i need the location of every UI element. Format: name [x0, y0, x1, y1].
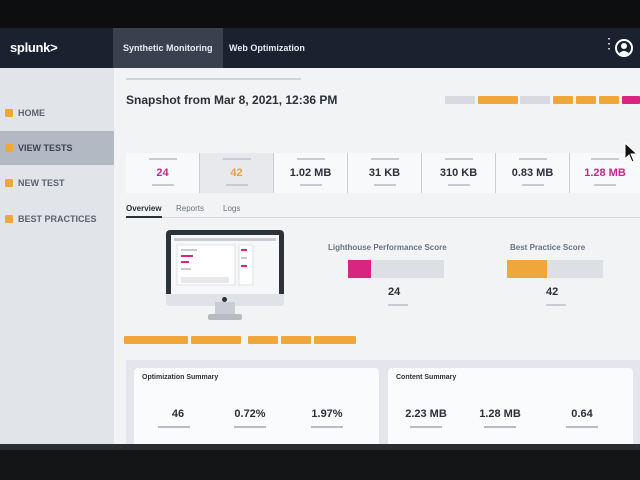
- stat-card[interactable]: 0.83 MB: [496, 153, 570, 193]
- stat-card[interactable]: 31 KB: [348, 153, 422, 193]
- lighthouse-score-value: 24: [388, 286, 401, 298]
- bullet-icon: [5, 144, 13, 152]
- sidebar-item-label: VIEW TESTS: [18, 143, 73, 153]
- sidebar-item-home[interactable]: HOME: [0, 96, 114, 130]
- brand-logo[interactable]: splunk>: [10, 40, 58, 55]
- best-practice-score-value: 42: [546, 286, 559, 298]
- sidebar-item-label: HOME: [18, 108, 45, 118]
- optimization-summary-panel: Optimization Summary 46 0.72% 1.97%: [134, 368, 379, 444]
- value-underline: [410, 426, 442, 428]
- summary-value: 0.64: [571, 408, 593, 420]
- orange-placeholder-bar: [124, 336, 188, 344]
- best-practice-score-fill: [507, 260, 548, 278]
- kebab-menu-icon[interactable]: ⋮: [602, 35, 616, 51]
- stat-value: 24: [156, 167, 169, 179]
- stat-card[interactable]: 1.02 MB: [274, 153, 348, 193]
- sidebar-item-label: BEST PRACTICES: [18, 214, 97, 224]
- stat-card[interactable]: 1.28 MB: [570, 153, 640, 193]
- summary-value: 1.28 MB: [479, 408, 521, 420]
- content-summary-panel: Content Summary 2.23 MB 1.28 MB 0.64: [388, 368, 633, 444]
- sidebar-item-new-test[interactable]: NEW TEST: [0, 166, 114, 200]
- stat-value: 1.28 MB: [584, 167, 626, 179]
- stat-value: 310 KB: [439, 167, 478, 179]
- nav-tab-web-optimization[interactable]: Web Optimization: [229, 43, 305, 53]
- summary-value: 0.72%: [234, 408, 266, 420]
- mouse-cursor-icon: [624, 142, 639, 163]
- legend-pill: [599, 96, 619, 104]
- value-underline: [234, 426, 266, 428]
- stat-card[interactable]: 310 KB: [422, 153, 496, 193]
- best-practice-score-bar: [507, 260, 603, 278]
- value-underline: [566, 426, 598, 428]
- stats-row: 24 42 1.02 MB 31 KB 310 KB 0.83 MB 1.28 …: [126, 153, 640, 193]
- laptop-bezel-bottom: [0, 444, 640, 480]
- sidebar-item-label: NEW TEST: [18, 178, 65, 188]
- top-navbar: splunk> Synthetic Monitoring Web Optimiz…: [0, 28, 640, 68]
- sidebar-item-view-tests[interactable]: VIEW TESTS: [0, 131, 114, 165]
- page-title: Snapshot from Mar 8, 2021, 12:36 PM: [126, 93, 338, 107]
- tab-reports[interactable]: Reports: [176, 204, 205, 213]
- sidebar-item-best-practices[interactable]: BEST PRACTICES: [0, 202, 114, 236]
- score-underline: [546, 304, 566, 306]
- legend-pill: [478, 96, 518, 104]
- main-content: Snapshot from Mar 8, 2021, 12:36 PM 24 4…: [114, 68, 640, 444]
- legend-pill: [622, 96, 640, 104]
- best-practice-score-label: Best Practice Score: [510, 243, 586, 252]
- value-underline: [484, 426, 516, 428]
- orange-placeholder-bar: [248, 336, 278, 344]
- lighthouse-score-label: Lighthouse Performance Score: [328, 243, 447, 252]
- monitor-illustration: [166, 230, 284, 320]
- summary-value: 46: [171, 408, 185, 420]
- stat-card[interactable]: 42: [200, 153, 274, 193]
- legend-pill: [576, 96, 596, 104]
- legend-pill: [445, 96, 475, 104]
- lighthouse-score-bar: [348, 260, 444, 278]
- bullet-icon: [5, 109, 13, 117]
- lighthouse-score-fill: [348, 260, 372, 278]
- sidebar: HOME VIEW TESTS NEW TEST BEST PRACTICES: [0, 68, 114, 444]
- stat-value: 1.02 MB: [289, 167, 332, 179]
- tab-overview[interactable]: Overview: [126, 204, 162, 218]
- title-placeholder-line: [126, 78, 301, 80]
- summary-value: 2.23 MB: [405, 408, 447, 420]
- value-underline: [311, 426, 343, 428]
- stat-value: 42: [230, 167, 243, 179]
- legend-pill: [553, 96, 573, 104]
- tab-logs[interactable]: Logs: [223, 204, 241, 213]
- stat-value: 31 KB: [368, 167, 401, 179]
- panel-title: Optimization Summary: [142, 374, 219, 381]
- app-screen: splunk> Synthetic Monitoring Web Optimiz…: [0, 28, 640, 444]
- orange-placeholder-bar: [191, 336, 241, 344]
- tab-bar: Overview Reports Logs: [126, 204, 640, 218]
- score-underline: [388, 304, 408, 306]
- orange-placeholder-bar: [281, 336, 311, 344]
- stat-value: 0.83 MB: [511, 167, 554, 179]
- legend-pill: [520, 96, 550, 104]
- laptop-bezel-top: [0, 0, 640, 28]
- summary-value: 1.97%: [311, 408, 343, 420]
- bullet-icon: [5, 179, 13, 187]
- bullet-icon: [5, 215, 13, 223]
- nav-tab-synthetic-monitoring[interactable]: Synthetic Monitoring: [113, 28, 223, 68]
- user-avatar-icon[interactable]: [615, 39, 633, 57]
- stat-card[interactable]: 24: [126, 153, 200, 193]
- value-underline: [158, 426, 190, 428]
- orange-placeholder-bar: [314, 336, 356, 344]
- panel-title: Content Summary: [396, 374, 457, 381]
